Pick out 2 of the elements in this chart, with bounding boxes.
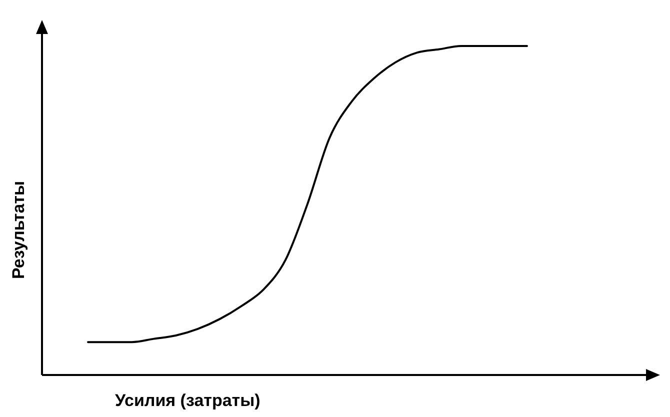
y-axis-title: Результаты [9, 180, 28, 280]
x-axis-title: Усилия (затраты) [115, 391, 260, 410]
